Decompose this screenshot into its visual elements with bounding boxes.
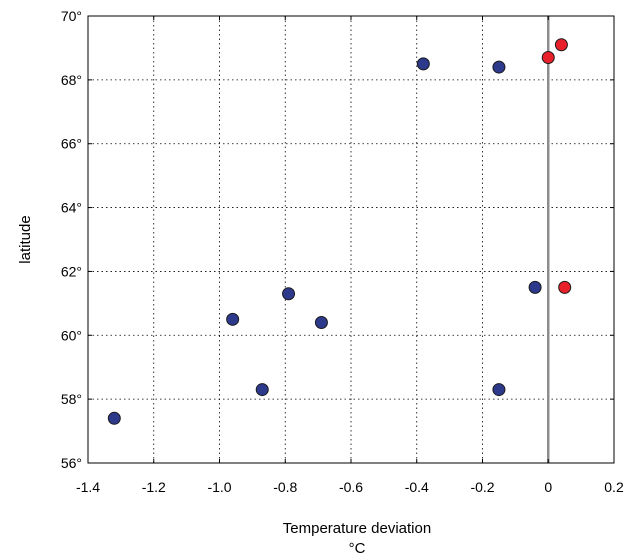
data-points [107, 38, 572, 425]
data-point [314, 316, 328, 330]
data-point [226, 312, 240, 326]
data-point [554, 38, 568, 52]
y-tick-label: 58° [61, 391, 82, 407]
y-tick-label: 70° [61, 8, 82, 24]
data-point [541, 51, 555, 65]
x-tick-label: -0.2 [470, 479, 494, 495]
x-tick-label: -0.6 [339, 479, 363, 495]
y-tick-label: 64° [61, 200, 82, 216]
x-axis-unit: °C [349, 540, 366, 557]
plot-frame [87, 15, 615, 464]
x-tick-label: 0.2 [604, 479, 624, 495]
y-tick-labels: 56° 58° 60° 62° 64° 66° 68° 70° [61, 8, 82, 471]
x-tick-label: -0.4 [405, 479, 429, 495]
y-tick-label: 66° [61, 136, 82, 152]
data-point [107, 411, 121, 425]
data-point [558, 280, 572, 294]
x-tick-label: -1.0 [207, 479, 231, 495]
x-tick-label: -1.4 [76, 479, 100, 495]
y-axis-label: latitude [17, 215, 34, 263]
data-point [492, 383, 506, 397]
data-point [282, 287, 296, 301]
x-tick-label: -0.8 [273, 479, 297, 495]
data-point [528, 280, 542, 294]
x-tick-label: 0 [544, 479, 552, 495]
data-point [255, 383, 269, 397]
data-point [416, 57, 430, 71]
x-tick-label: -1.2 [142, 479, 166, 495]
x-tick-labels: -1.4 -1.2 -1.0 -0.8 -0.6 -0.4 -0.2 0 0.2 [76, 479, 624, 495]
data-point [492, 60, 506, 74]
y-tick-label: 62° [61, 263, 82, 279]
grid [88, 16, 614, 463]
y-tick-label: 60° [61, 327, 82, 343]
y-tick-label: 56° [61, 455, 82, 471]
y-tick-label: 68° [61, 72, 82, 88]
x-axis-label: Temperature deviation [283, 520, 431, 537]
axis-ticks [87, 15, 615, 464]
